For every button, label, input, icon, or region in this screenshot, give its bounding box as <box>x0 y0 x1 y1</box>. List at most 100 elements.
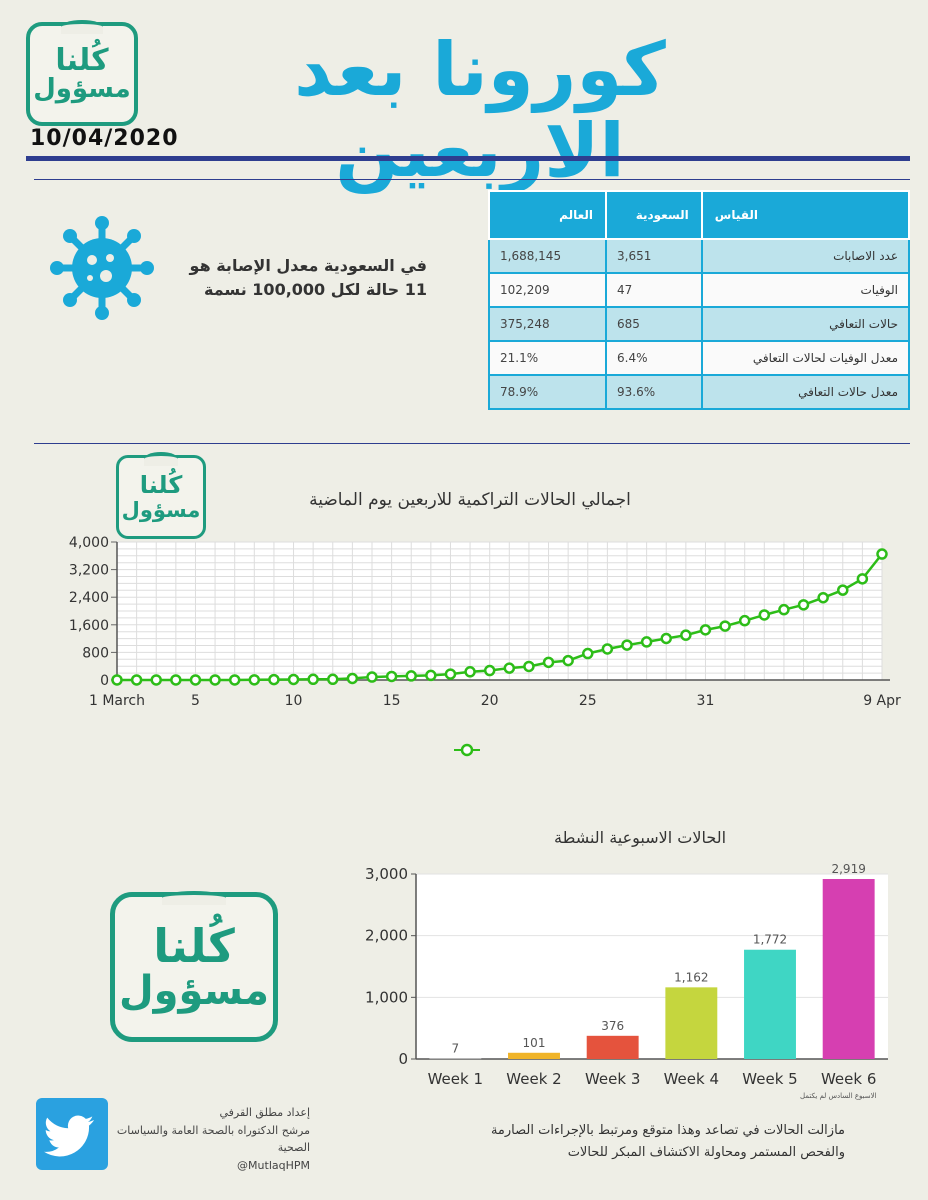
data-point <box>797 599 810 611</box>
credit-handle[interactable]: @MutlaqHPM <box>237 1158 310 1172</box>
table-row: 78.9% 93.6% معدل حالات التعافي <box>488 374 911 410</box>
data-point <box>621 639 633 651</box>
data-point <box>778 603 790 616</box>
data-point <box>130 674 143 686</box>
y-tick-label: 2,000 <box>365 927 408 945</box>
saudi-value: 47 <box>605 272 703 308</box>
bar <box>508 1052 560 1059</box>
data-point <box>523 660 535 673</box>
saudi-value: 6.4% <box>605 340 703 376</box>
legend-marker <box>454 743 480 757</box>
x-tick-label: 31 <box>697 693 715 709</box>
y-tick-label: 0 <box>100 673 109 689</box>
measure-label: عدد الاصابات <box>700 238 911 274</box>
week-note: الاسبوع السادس لم يكتمل <box>800 1092 877 1100</box>
x-tick-label: 5 <box>191 693 200 709</box>
bar-chart: 0 1,000 2,000 3,000 7 Week 1 101 Week 2 376 Week … <box>365 862 888 1088</box>
col-header-measure: القياس <box>700 190 911 240</box>
bar-value-label: 7 <box>452 1042 460 1056</box>
data-point <box>228 674 241 686</box>
data-point <box>346 672 359 685</box>
line-chart-title: اجمالي الحالات التراكمية للاربعين يوم ال… <box>309 490 631 510</box>
bar <box>665 987 718 1059</box>
data-point <box>503 662 516 674</box>
data-point <box>444 668 457 680</box>
header-rule <box>26 156 910 161</box>
data-point <box>209 674 221 686</box>
report-date: 10/04/2020 <box>30 126 179 151</box>
x-tick-label: Week 1 <box>428 1070 483 1088</box>
logo-line2: مسؤول <box>33 74 131 105</box>
brand-logo-chart: كُلنا مسؤول <box>116 452 206 539</box>
logo-arc <box>162 891 226 905</box>
data-point <box>562 654 574 667</box>
data-point <box>189 674 202 686</box>
measure-label: الوفيات <box>700 272 911 308</box>
x-tick-label: 15 <box>383 693 401 709</box>
data-point <box>817 591 829 604</box>
x-tick-label: Week 2 <box>506 1070 561 1088</box>
page-title: كورونا بعد الاربعين <box>294 27 666 195</box>
table-row: 102,209 47 الوفيات <box>488 272 911 308</box>
data-point <box>699 624 712 636</box>
logo-arc <box>61 20 103 34</box>
bar-value-label: 2,919 <box>831 862 865 876</box>
x-tick-label: Week 6 <box>821 1070 876 1088</box>
table-header-row: العالم السعودية القياس <box>488 190 911 240</box>
data-point <box>464 666 476 678</box>
divider-top <box>34 179 910 180</box>
bar-value-label: 376 <box>601 1019 624 1033</box>
x-tick-label: Week 3 <box>585 1070 640 1088</box>
footer-note: مازالت الحالات في تصاعد وهذا متوقع ومرتب… <box>490 1123 845 1161</box>
col-header-saudi: السعودية <box>605 190 703 240</box>
x-tick-label: Week 4 <box>664 1070 719 1088</box>
y-tick-label: 3,200 <box>69 563 109 579</box>
logo-line2: مسؤول <box>121 497 201 522</box>
x-tick-label: 10 <box>285 693 303 709</box>
data-point <box>483 664 496 677</box>
data-point <box>660 632 672 645</box>
world-value: 1,688,145 <box>488 238 607 274</box>
data-point <box>268 673 280 686</box>
credit-author: إعداد مطلق القرفي <box>219 1106 310 1119</box>
data-point <box>287 673 300 686</box>
virus-icon <box>50 216 154 320</box>
measure-label: معدل الوفيات لحالات التعافي <box>700 340 911 376</box>
bar-value-label: 101 <box>523 1036 546 1050</box>
table-row: 1,688,145 3,651 عدد الاصابات <box>488 238 911 274</box>
world-value: 21.1% <box>488 340 607 376</box>
credit-block: إعداد مطلق القرفي مرشح الدكتوراه بالصحة … <box>110 1104 310 1174</box>
data-point <box>738 614 751 627</box>
data-point <box>640 636 653 648</box>
bar <box>744 949 796 1059</box>
saudi-value: 3,651 <box>605 238 703 274</box>
data-point <box>719 620 731 632</box>
measure-label: حالات التعافي <box>700 306 911 342</box>
stats-table: العالم السعودية القياس 1,688,145 3,651 ع… <box>488 190 911 410</box>
bar <box>586 1035 639 1059</box>
bar <box>429 1058 482 1060</box>
divider-middle <box>34 443 910 444</box>
bar-value-label: 1,772 <box>753 933 787 947</box>
data-point <box>307 673 319 686</box>
saudi-value: 685 <box>605 306 703 342</box>
x-tick-label: 1 March <box>89 693 145 709</box>
y-tick-label: 4,000 <box>69 535 109 551</box>
data-point <box>248 674 261 686</box>
data-point <box>111 674 123 686</box>
data-point <box>405 670 417 682</box>
saudi-rate-text: في السعودية معدل الإصابة هو 11 حالة لكل … <box>189 256 427 299</box>
data-point <box>601 643 614 655</box>
bar <box>822 878 875 1059</box>
table-row: 375,248 685 حالات التعافي <box>488 306 911 342</box>
bar-value-label: 1,162 <box>674 970 708 984</box>
y-tick-label: 2,400 <box>69 590 109 606</box>
y-tick-label: 3,000 <box>365 865 408 883</box>
data-point <box>542 656 555 669</box>
data-point <box>876 548 888 560</box>
x-tick-label: Week 5 <box>742 1070 797 1088</box>
twitter-icon <box>36 1098 108 1170</box>
data-point <box>582 647 594 660</box>
bar-chart-title: الحالات الاسبوعية النشطة <box>553 828 727 847</box>
twitter-bird-icon <box>44 1115 94 1157</box>
